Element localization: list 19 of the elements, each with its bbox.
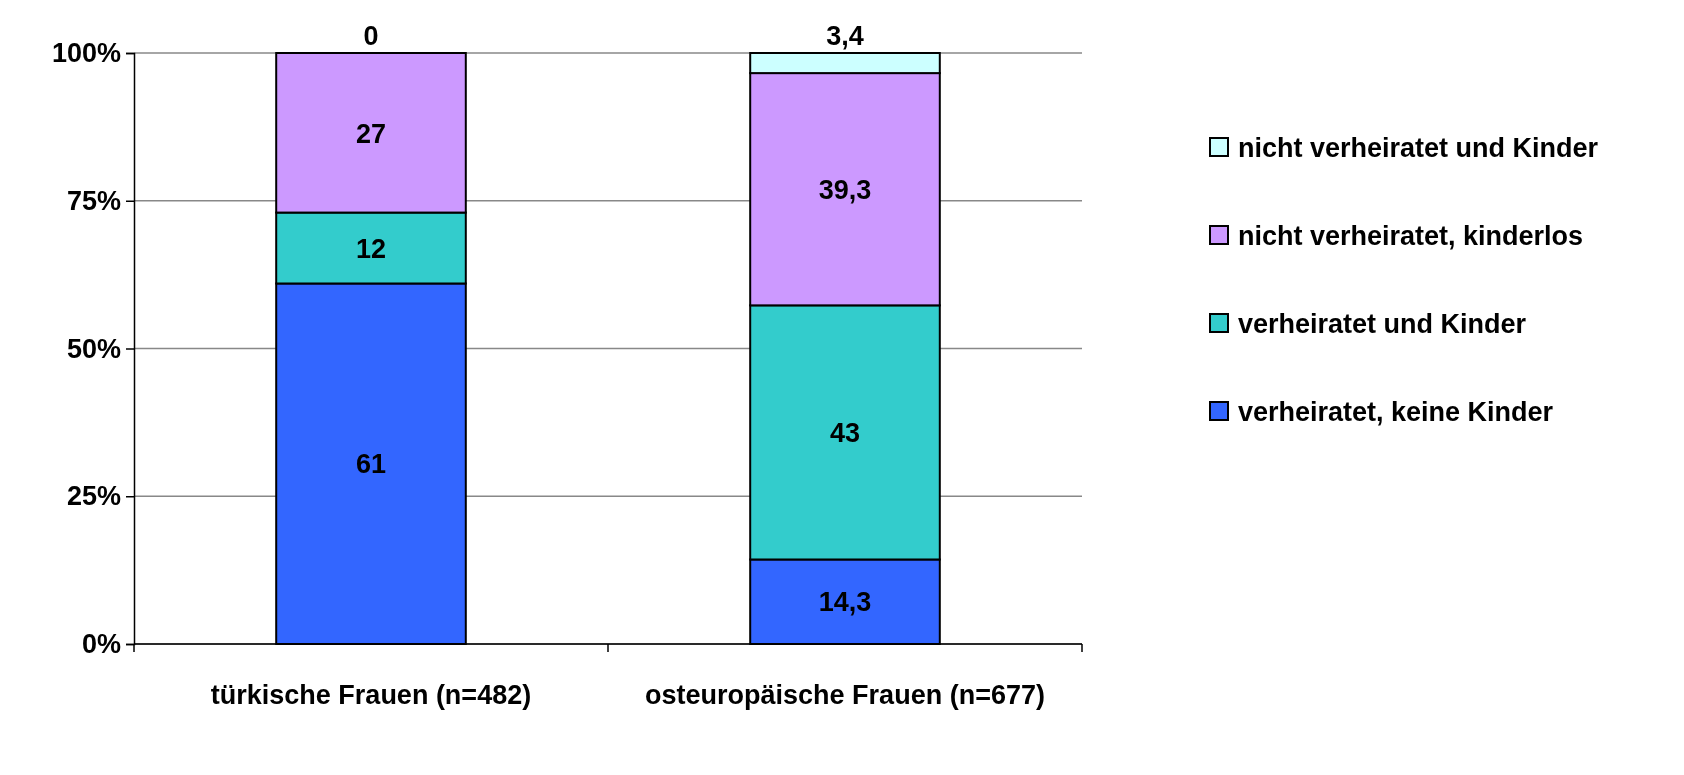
data-label: 14,3 [818,587,872,618]
data-label: 61 [355,449,387,480]
x-tick-label: osteuropäische Frauen (n=677) [645,680,1045,710]
data-label: 3,4 [826,21,864,51]
y-tick-label: 25% [66,481,121,512]
data-label: 27 [355,118,387,149]
data-label: 43 [829,418,861,449]
data-label: 0 [363,21,379,51]
y-tick-label: 50% [66,333,121,364]
legend-label: verheiratet und Kinder [1238,309,1527,339]
data-label: 39,3 [818,174,872,205]
legend-label: verheiratet, keine Kinder [1238,397,1554,427]
x-tick-label: türkische Frauen (n=482) [210,680,532,710]
y-tick-label: 0% [81,629,121,660]
legend-label: nicht verheiratet, kinderlos [1238,221,1584,251]
data-label: 12 [355,233,387,264]
legend-label: nicht verheiratet und Kinder [1238,133,1599,163]
y-tick-label: 100% [51,38,121,69]
y-tick-label: 75% [66,185,121,216]
